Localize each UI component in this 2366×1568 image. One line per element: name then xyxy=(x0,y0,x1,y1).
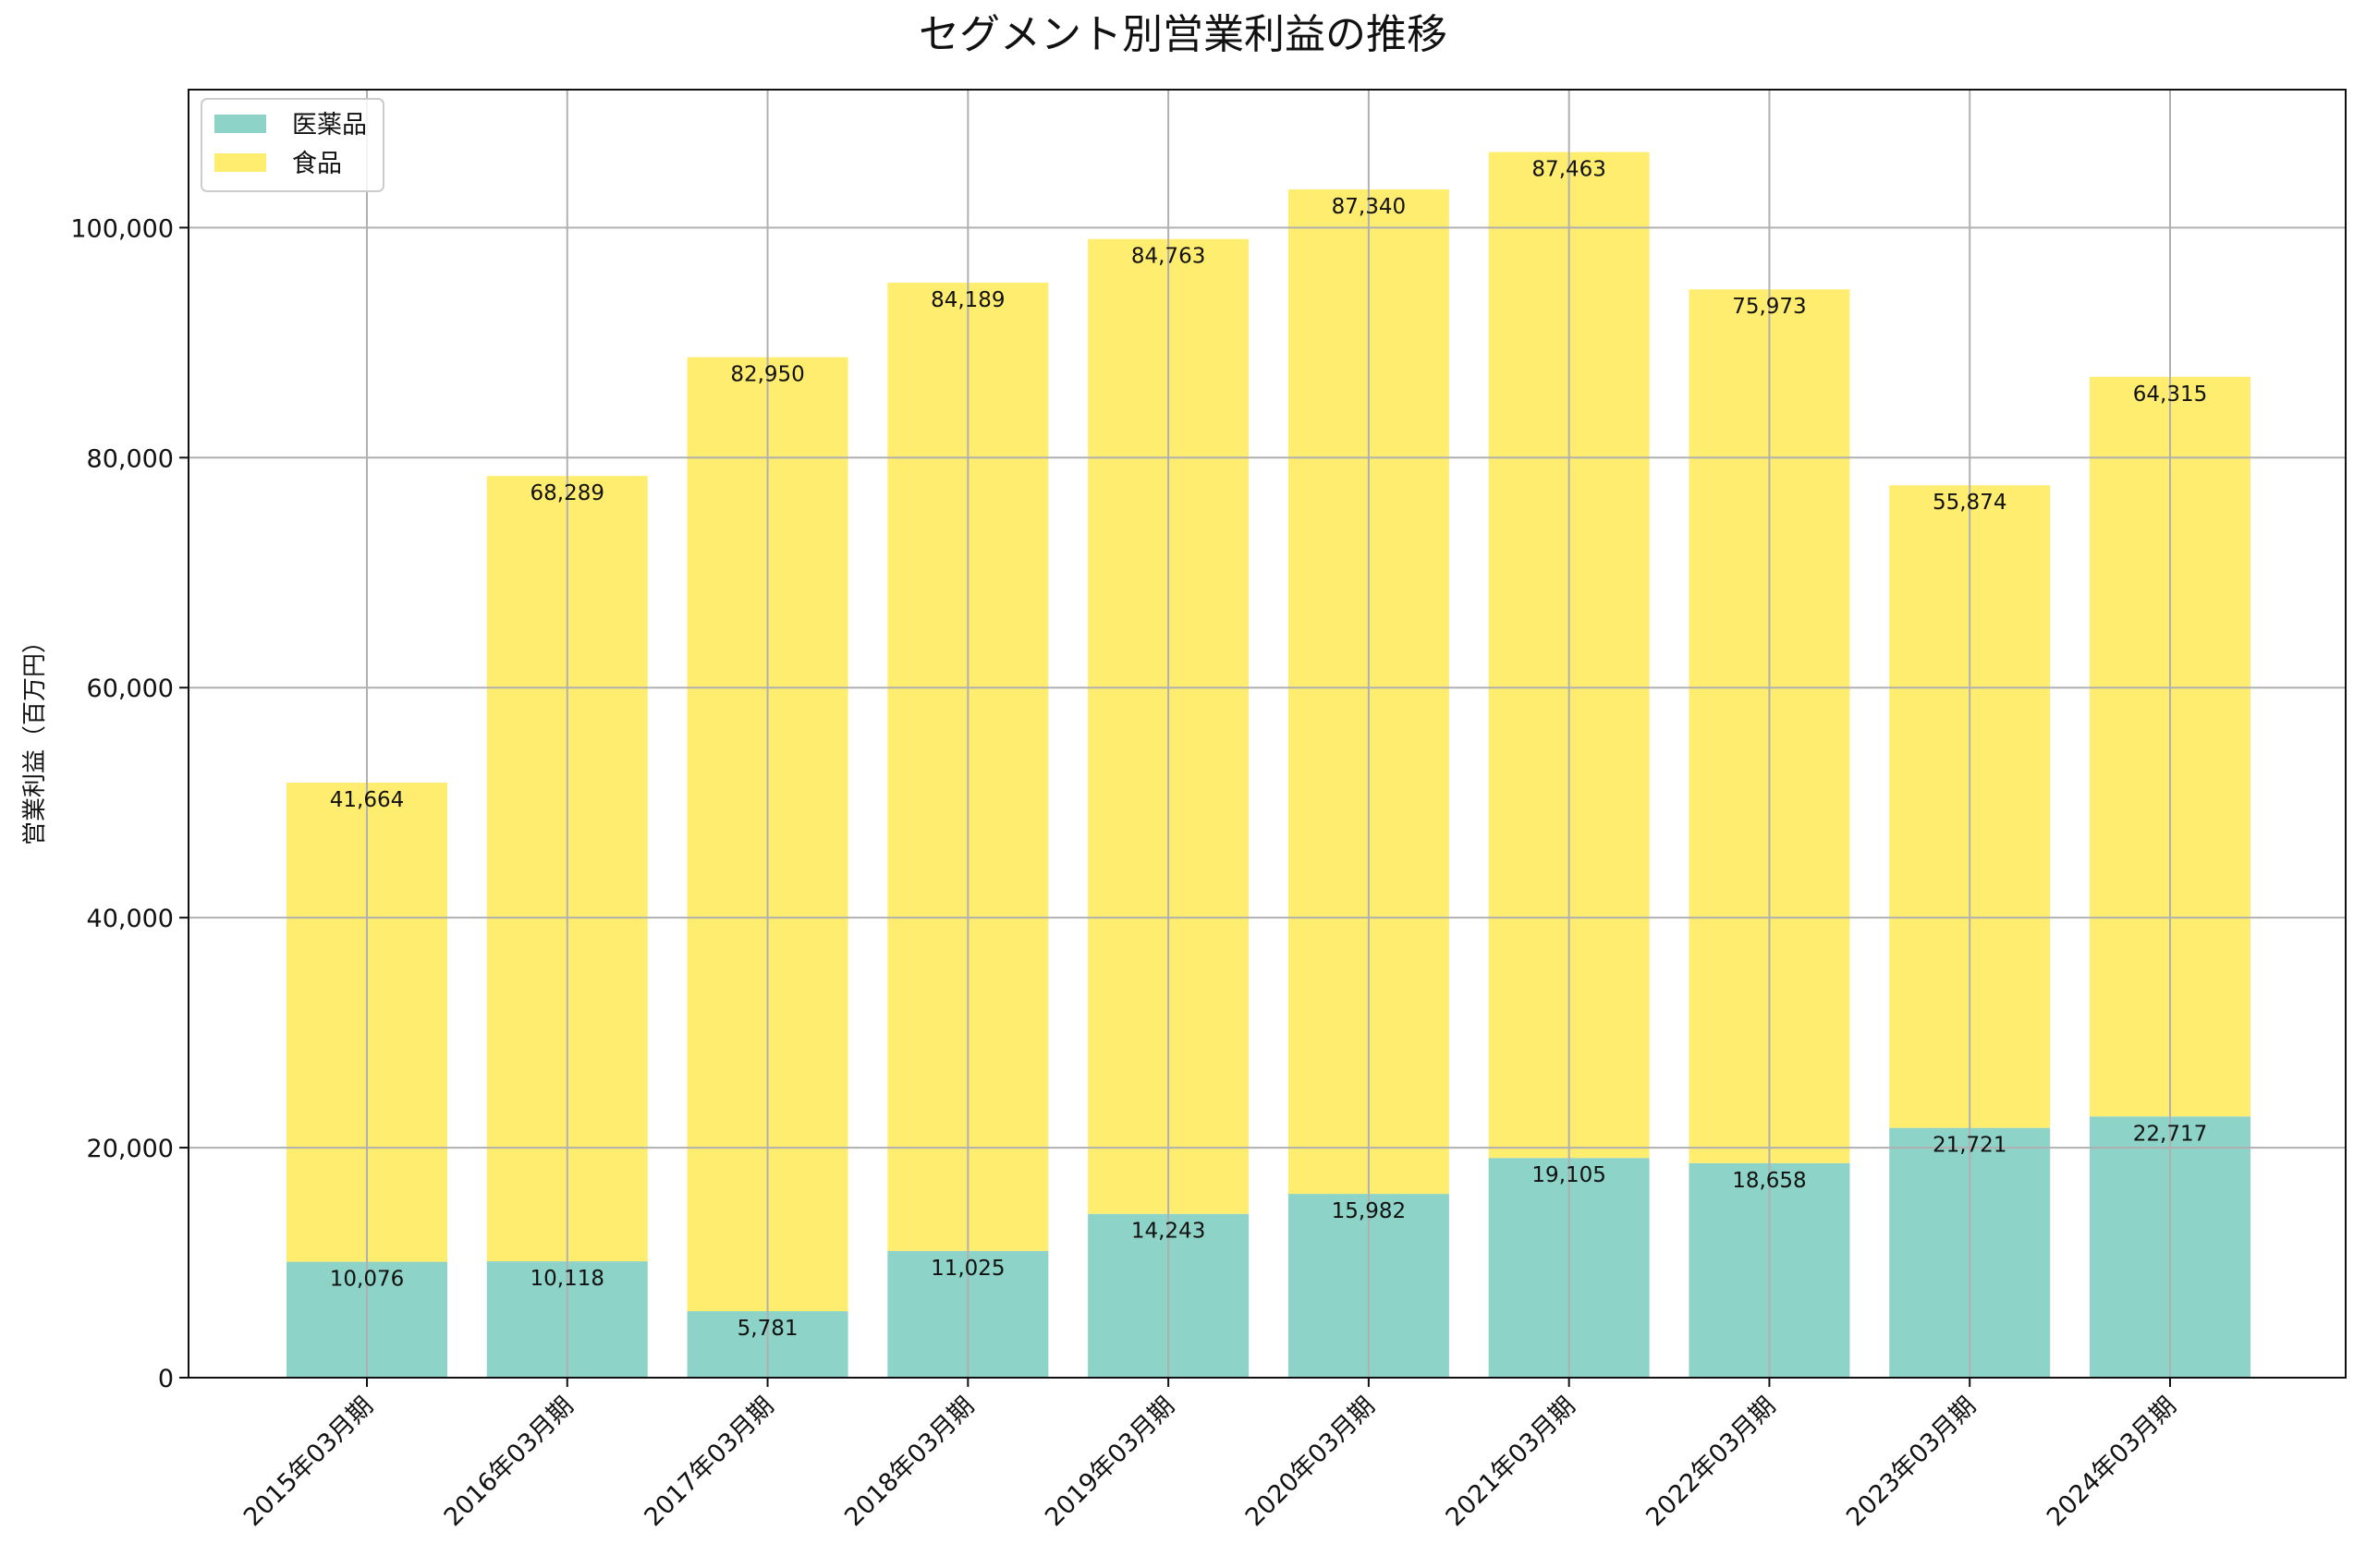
data-label-pharma-0: 10,076 xyxy=(330,1268,404,1292)
x-tick-label-4: 2019年03月期 xyxy=(1040,1392,1180,1532)
data-label-pharma-6: 19,105 xyxy=(1531,1163,1605,1187)
data-label-food-1: 68,289 xyxy=(531,481,604,505)
x-tick-label-8: 2023年03月期 xyxy=(1841,1392,1982,1532)
data-label-pharma-2: 5,781 xyxy=(738,1317,799,1341)
legend-label-pharma: 医薬品 xyxy=(292,111,367,140)
x-tick-label-6: 2021年03月期 xyxy=(1441,1392,1581,1532)
legend-label-food: 食品 xyxy=(292,150,342,178)
data-label-food-0: 41,664 xyxy=(330,788,404,812)
y-tick-label-3: 60,000 xyxy=(87,675,174,703)
y-tick-label-1: 20,000 xyxy=(87,1135,174,1163)
x-tick-label-0: 2015年03月期 xyxy=(238,1392,379,1532)
y-axis-label: 営業利益（百万円） xyxy=(21,629,49,845)
x-tick-label-7: 2022年03月期 xyxy=(1640,1392,1781,1532)
data-label-food-2: 82,950 xyxy=(730,363,804,387)
legend-swatch-pharma xyxy=(214,115,266,133)
x-tick-label-5: 2020年03月期 xyxy=(1240,1392,1381,1532)
data-label-food-5: 87,340 xyxy=(1332,195,1406,219)
data-label-food-4: 84,763 xyxy=(1131,245,1205,269)
data-label-food-8: 55,874 xyxy=(1933,491,2006,515)
data-label-pharma-9: 22,717 xyxy=(2133,1122,2207,1146)
data-label-food-7: 75,973 xyxy=(1732,295,1806,319)
data-label-pharma-3: 11,025 xyxy=(931,1257,1005,1281)
x-tick-label-2: 2017年03月期 xyxy=(639,1392,779,1532)
data-label-pharma-7: 18,658 xyxy=(1732,1169,1806,1193)
x-tick-label-1: 2016年03月期 xyxy=(439,1392,579,1532)
x-tick-label-9: 2024年03月期 xyxy=(2042,1392,2182,1532)
y-tick-label-2: 40,000 xyxy=(87,905,174,933)
data-label-food-3: 84,189 xyxy=(931,288,1005,312)
data-label-pharma-4: 14,243 xyxy=(1131,1220,1205,1244)
data-label-food-6: 87,463 xyxy=(1531,158,1605,182)
data-label-pharma-5: 15,982 xyxy=(1332,1199,1406,1223)
chart-title: セグメント別営業利益の推移 xyxy=(919,11,1447,58)
legend: 医薬品 食品 xyxy=(201,98,384,192)
y-tick-label-4: 80,000 xyxy=(87,444,174,473)
data-label-pharma-8: 21,721 xyxy=(1933,1134,2006,1158)
x-tick-label-3: 2018年03月期 xyxy=(839,1392,980,1532)
data-label-pharma-1: 10,118 xyxy=(531,1267,604,1291)
legend-swatch-food xyxy=(214,153,266,172)
plot-frame xyxy=(188,89,2347,1379)
y-tick-label-5: 100,000 xyxy=(70,214,174,243)
data-label-food-9: 64,315 xyxy=(2133,383,2207,407)
y-tick-label-0: 0 xyxy=(158,1365,174,1393)
